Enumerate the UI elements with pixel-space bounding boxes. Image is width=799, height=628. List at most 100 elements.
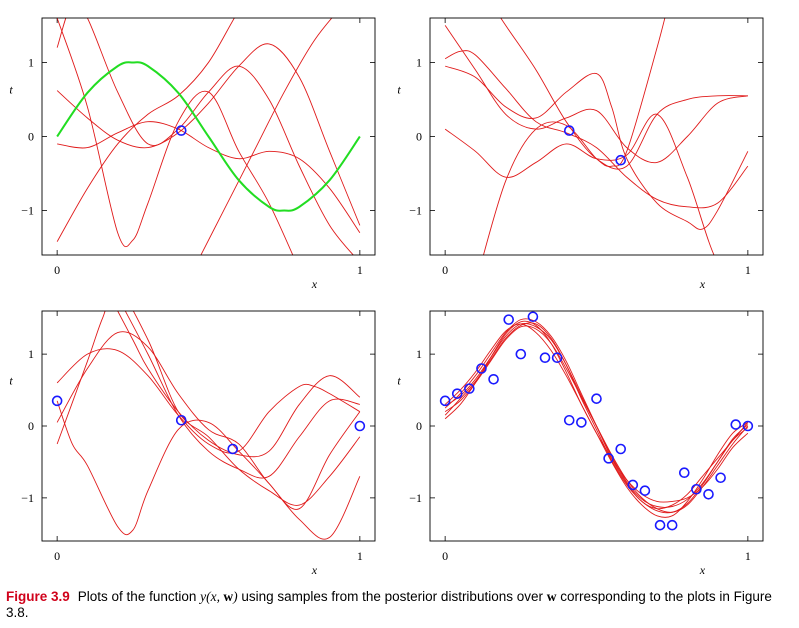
data-point [515,348,527,360]
data-point [551,352,563,364]
data-point [539,352,551,364]
plot-frame [41,17,376,256]
posterior-sample-curve [444,322,749,508]
data-point [576,417,587,428]
x-tick-label: 0 [54,263,60,277]
posterior-sample-curve [56,18,294,255]
y-axis-label: t [9,373,13,387]
data-point [654,519,666,531]
posterior-sample-curve [444,65,749,230]
data-point [175,125,187,136]
posterior-sample-curve [444,50,749,209]
y-tick-label: −1 [409,491,422,505]
plot-panel-bottom-right: 0 1 1 0 −1 x t [397,310,764,577]
x-axis-label: x [311,277,318,291]
data-point [527,311,539,323]
x-axis-label: x [699,563,706,577]
x-tick-label: 0 [442,263,448,277]
posterior-sample-curve [444,113,715,255]
data-point [503,314,515,325]
data-point [691,483,702,495]
x-tick-label: 1 [357,549,363,563]
y-tick-label: −1 [409,204,422,218]
posterior-sample-curve [444,25,748,164]
data-point [591,393,602,404]
data-point [563,414,575,426]
y-tick-label: 1 [416,347,422,361]
data-point [464,383,475,394]
posterior-sample-curve [200,18,333,255]
posterior-sample-curve [56,311,361,506]
posterior-sample-curve [124,311,360,479]
y-axis-label: t [9,83,13,97]
data-point [354,420,366,432]
posterior-sample-curve [500,18,748,170]
plot-area [51,311,366,540]
posterior-sample-curve [117,311,361,458]
posterior-sample-curve [57,121,361,234]
plot-panel-top-left: 0 1 1 0 −1 x t [9,17,376,291]
caption-math-close: ) [233,589,238,604]
data-point [51,395,63,407]
data-point [563,125,575,136]
y-tick-label: −1 [21,204,34,218]
x-tick-label: 0 [442,549,448,563]
figure-3-9: 0 1 1 0 −1 x t 0 1 1 0 −1 x t 0 1 1 0 −1 x t 0 1 1 0 −1 x t [9,17,764,577]
plot-panel-bottom-left: 0 1 1 0 −1 x t [9,310,376,577]
posterior-sample-curve [56,400,361,540]
x-tick-label: 0 [54,549,60,563]
data-point [615,154,627,166]
posterior-sample-curve [444,322,749,514]
y-axis-label: t [397,83,401,97]
data-point [715,472,726,484]
x-axis-label: x [311,563,318,577]
data-point [678,467,690,479]
caption-math: y(x, [200,589,224,604]
caption-bold-w2: w [546,589,557,604]
x-axis-label: x [699,277,706,291]
plot-area [439,311,754,531]
data-point [603,453,614,464]
plot-frame [429,310,764,542]
data-point [615,443,627,455]
x-tick-label: 1 [357,263,363,277]
plot-panel-top-right: 0 1 1 0 −1 x t [397,17,764,291]
y-axis-label: t [397,373,401,387]
y-tick-label: 0 [28,419,34,433]
y-tick-label: 1 [416,55,422,69]
x-tick-label: 1 [745,263,751,277]
figure-label: Figure 3.9 [6,589,70,604]
plot-frame [41,310,376,542]
true-function-curve [56,61,361,212]
posterior-sample-curve [483,18,666,255]
y-tick-label: 1 [28,347,34,361]
data-point [703,488,714,500]
data-point [476,363,487,374]
posterior-sample-curve [56,331,361,510]
posterior-sample-curve [56,18,235,242]
caption-text-1: Plots of the function [77,589,201,604]
data-point [175,414,187,426]
data-point [451,388,463,399]
posterior-sample-curve [444,323,749,503]
posterior-sample-curve [56,18,354,255]
y-tick-label: 0 [28,130,34,144]
plot-area [444,18,749,255]
data-point [639,485,651,496]
y-tick-label: −1 [21,491,34,505]
posterior-sample-curve [56,348,361,454]
caption-text-3: corresponding to the plots in Figure 3.8… [6,589,772,620]
plot-area [56,18,361,255]
data-point [742,420,754,432]
data-point [627,479,639,491]
data-point [227,443,239,455]
x-tick-label: 1 [745,549,751,563]
caption-text-2: using samples from the posterior distrib… [237,589,547,604]
y-tick-label: 0 [416,130,422,144]
y-tick-label: 1 [28,55,34,69]
plot-frame [429,17,764,256]
y-tick-label: 0 [416,419,422,433]
caption-bold-w: w [223,589,234,604]
data-point [730,419,742,430]
data-point [488,373,499,385]
